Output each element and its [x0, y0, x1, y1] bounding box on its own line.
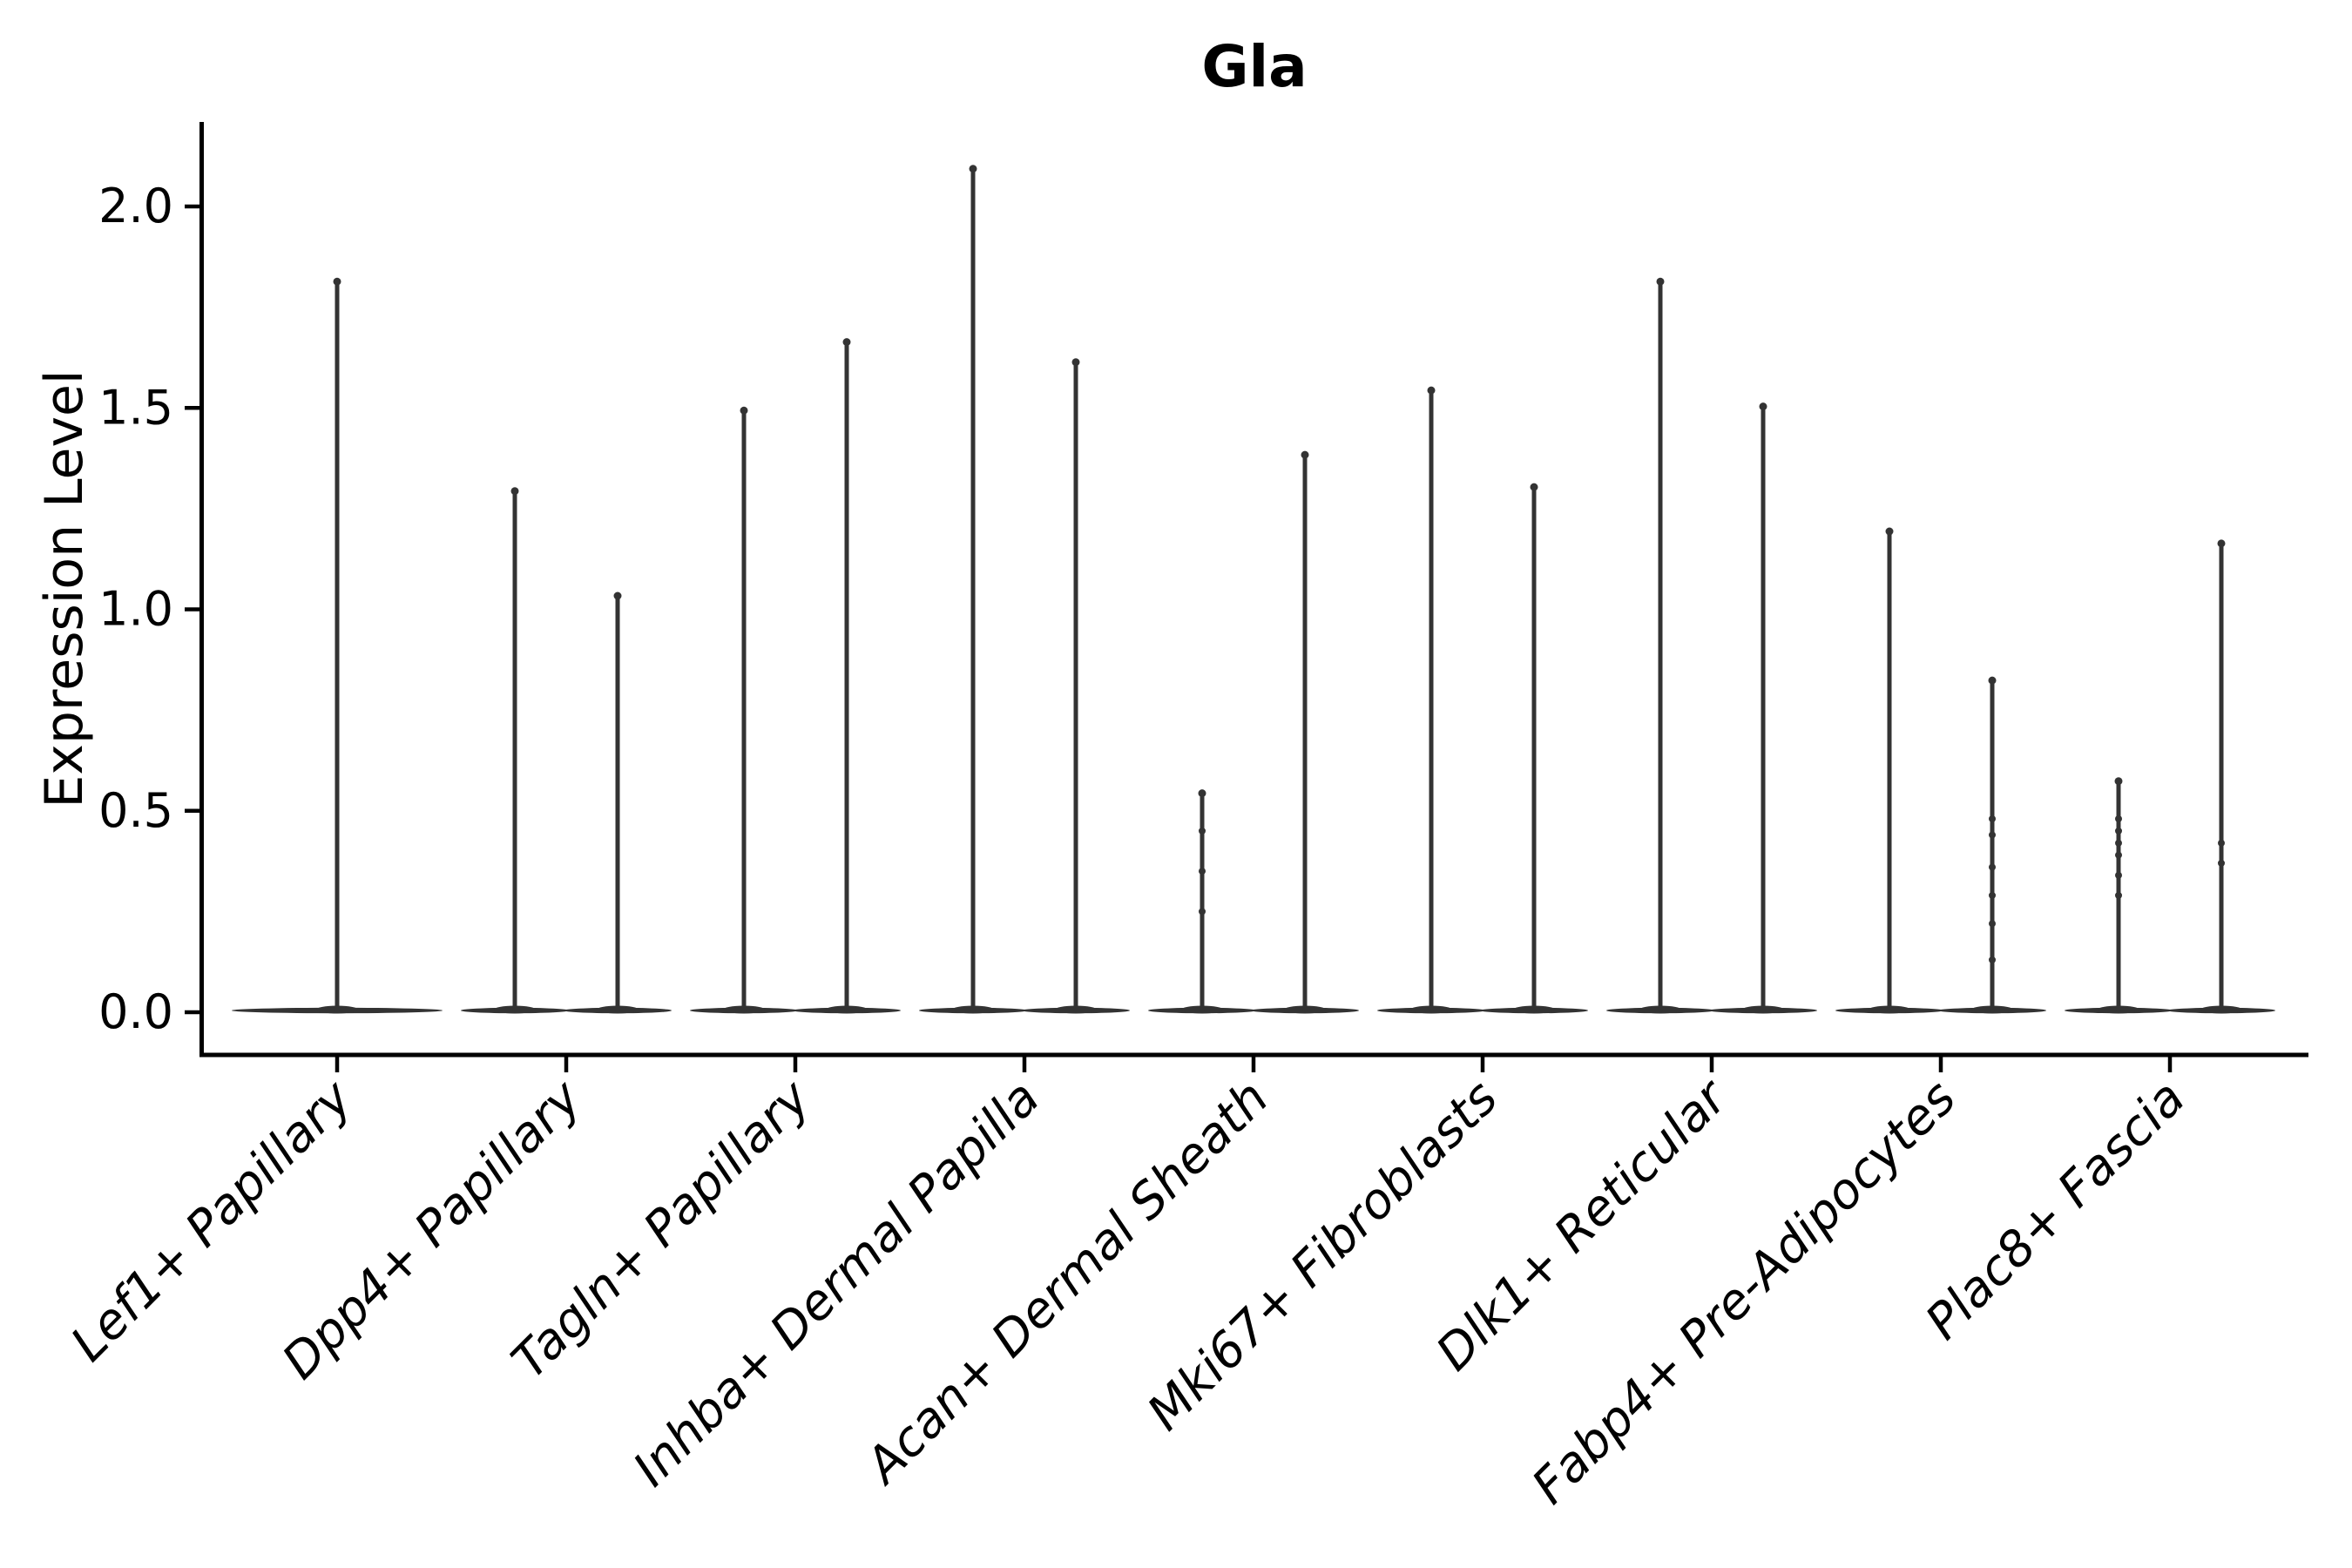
expression-point-dot: [1989, 831, 1996, 839]
x-tick-label: Acan+ Dermal Sheath: [854, 1070, 1280, 1496]
y-tick-label: 2.0: [98, 179, 173, 233]
violin-spike-tip: [1885, 527, 1894, 536]
violin-spike-tip: [613, 591, 622, 600]
expression-point-dot: [2115, 815, 2122, 822]
expression-point-dot: [2115, 827, 2122, 835]
violin-spike-tip: [1198, 789, 1206, 798]
violin-spike-tip: [1988, 676, 1997, 685]
violin-spike-tip: [1071, 358, 1080, 367]
expression-point-dot: [1199, 827, 1206, 835]
violin-spike-tip: [2114, 777, 2123, 786]
x-tick-label: Fabp4+ Pre-Adipocytes: [1522, 1070, 1967, 1515]
violin-spike-tip: [1656, 277, 1665, 286]
expression-point-dot: [2218, 839, 2225, 847]
x-tick-label: Inhba+ Dermal Papilla: [623, 1070, 1051, 1497]
violin-spike-tip: [1530, 483, 1538, 491]
violin-spike-tip: [510, 487, 519, 496]
y-tick-label: 0.0: [98, 984, 173, 1039]
violin-spike-tip: [333, 277, 341, 286]
expression-point-dot: [2115, 851, 2122, 859]
violin-spike-tip: [969, 165, 977, 173]
expression-point-dot: [1989, 863, 1996, 871]
expression-point-dot: [2115, 871, 2122, 879]
expression-point-dot: [1989, 920, 1996, 928]
violin-spike-tip: [842, 338, 851, 347]
violin-spike-tip: [2217, 539, 2226, 548]
violin-spike-tip: [1427, 386, 1436, 395]
y-tick-label: 0.5: [98, 783, 173, 838]
expression-point-dot: [1989, 815, 1996, 822]
expression-point-dot: [1199, 908, 1206, 916]
chart-title: Gla: [1201, 33, 1308, 100]
y-tick-label: 1.5: [98, 380, 173, 435]
expression-point-dot: [2115, 891, 2122, 899]
expression-point-dot: [1199, 868, 1206, 875]
expression-point-dot: [2218, 859, 2225, 867]
expression-point-dot: [1989, 956, 1996, 963]
violin-spike-tip: [1301, 450, 1309, 459]
expression-point-dot: [2115, 839, 2122, 847]
y-tick-label: 1.0: [98, 582, 173, 637]
violin-spike-tip: [1759, 402, 1767, 411]
violin-spike-tip: [740, 406, 748, 415]
expression-point-dot: [1989, 891, 1996, 899]
